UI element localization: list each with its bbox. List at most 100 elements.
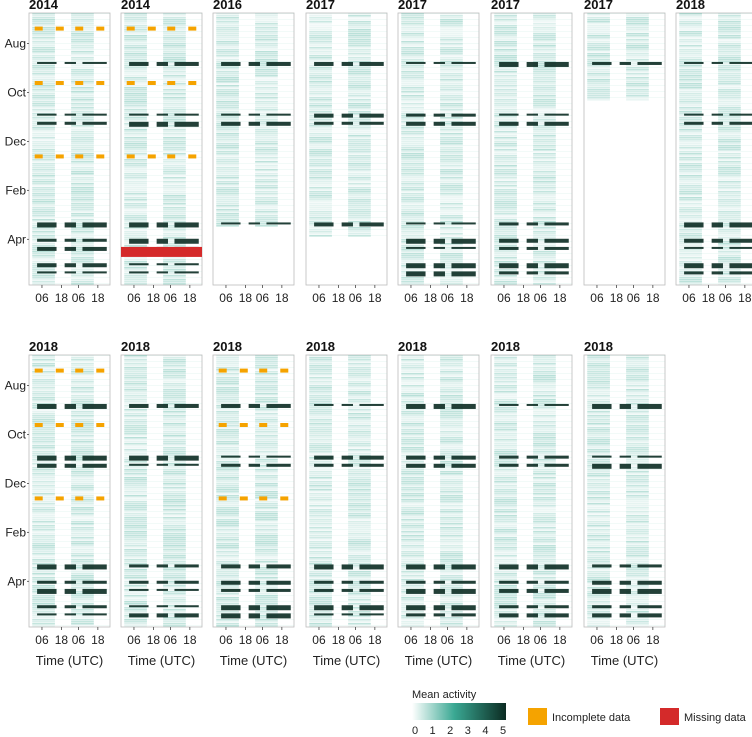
activity-cell (163, 569, 186, 571)
activity-cell (401, 373, 424, 375)
activity-cell (146, 571, 164, 572)
activity-cell (348, 193, 371, 195)
activity-cell (494, 159, 517, 161)
activity-cell (679, 191, 702, 193)
activity-cell (124, 591, 147, 593)
activity-cell (440, 209, 463, 211)
activity-cell (216, 511, 239, 513)
activity-cell (32, 75, 55, 77)
activity-cell (163, 99, 186, 101)
activity-cell (255, 149, 278, 151)
activity-cell (423, 187, 441, 188)
activity-cell (146, 229, 164, 230)
activity-cell (216, 139, 239, 141)
activity-cell (516, 193, 534, 194)
activity-cell (494, 621, 517, 623)
activity-cell (718, 223, 741, 225)
activity-cell (32, 585, 55, 587)
activity-cell (331, 79, 349, 80)
activity-band (64, 61, 76, 64)
activity-cell (309, 181, 332, 183)
activity-cell (331, 19, 349, 20)
activity-cell (71, 151, 94, 153)
activity-cell (348, 409, 371, 411)
activity-cell (348, 539, 371, 541)
activity-cell (516, 259, 534, 260)
activity-cell (533, 235, 556, 237)
y-tick-label: Feb (5, 183, 26, 197)
activity-cell (32, 603, 55, 605)
activity-cell (401, 611, 424, 613)
activity-cell (146, 445, 164, 446)
incomplete-marker (55, 368, 64, 373)
activity-band (221, 463, 241, 467)
activity-cell (348, 535, 371, 537)
activity-cell (331, 391, 349, 392)
activity-cell (163, 423, 186, 425)
activity-cell (423, 271, 441, 272)
activity-cell (494, 61, 517, 63)
activity-cell (348, 69, 371, 71)
activity-cell (401, 93, 424, 95)
activity-cell (423, 433, 441, 434)
activity-cell (516, 145, 534, 146)
activity-cell (740, 199, 752, 200)
activity-band (156, 463, 168, 466)
activity-cell (93, 487, 110, 488)
activity-cell (533, 253, 556, 255)
activity-cell (718, 179, 741, 181)
y-tick-label: Aug (5, 36, 26, 50)
activity-cell (93, 433, 110, 434)
activity-cell (494, 49, 517, 51)
x-tick-label: 18 (275, 633, 289, 647)
activity-cell (185, 487, 202, 488)
activity-cell (71, 355, 94, 357)
activity-cell (163, 245, 186, 247)
activity-cell (54, 487, 72, 488)
activity-cell (124, 475, 147, 477)
activity-band (729, 271, 752, 275)
activity-cell (309, 535, 332, 537)
activity-cell (370, 601, 387, 602)
activity-cell (331, 523, 349, 524)
activity-cell (124, 153, 147, 155)
activity-band (406, 403, 426, 409)
activity-cell (718, 97, 741, 99)
activity-band (499, 238, 519, 243)
activity-cell (494, 279, 517, 281)
activity-cell (255, 483, 278, 485)
activity-cell (71, 47, 94, 49)
activity-cell (32, 439, 55, 441)
x-tick-label: 18 (275, 291, 289, 305)
activity-cell (440, 543, 463, 545)
activity-band (433, 588, 445, 594)
activity-cell (309, 95, 332, 97)
x-tick-label: 18 (460, 291, 474, 305)
activity-band (433, 403, 445, 409)
activity-cell (163, 281, 186, 283)
activity-cell (533, 203, 556, 205)
activity-cell (494, 137, 517, 139)
activity-cell (348, 365, 371, 367)
activity-cell (309, 415, 332, 417)
activity-band (359, 113, 384, 118)
activity-cell (124, 183, 147, 185)
activity-band (156, 455, 168, 461)
activity-cell (440, 561, 463, 563)
activity-band (248, 455, 260, 458)
activity-band (499, 222, 519, 226)
activity-cell (331, 85, 349, 86)
activity-cell (309, 227, 332, 229)
activity-cell (71, 71, 94, 73)
activity-cell (163, 109, 186, 111)
x-tick-label: 06 (441, 291, 455, 305)
activity-cell (32, 183, 55, 185)
activity-cell (32, 599, 55, 601)
activity-cell (740, 61, 752, 62)
activity-cell (370, 499, 387, 500)
activity-cell (609, 73, 627, 74)
activity-cell (71, 527, 94, 529)
activity-cell (440, 111, 463, 113)
activity-cell (331, 49, 349, 50)
activity-cell (32, 449, 55, 451)
